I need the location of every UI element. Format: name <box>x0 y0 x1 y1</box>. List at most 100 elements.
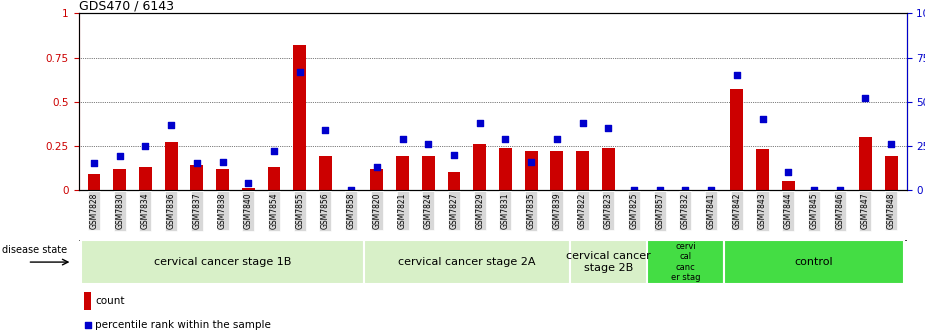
Point <box>524 159 538 164</box>
FancyBboxPatch shape <box>724 240 904 284</box>
Text: GSM7832: GSM7832 <box>681 193 690 229</box>
Text: GSM7822: GSM7822 <box>578 193 587 229</box>
Point <box>883 141 898 147</box>
Text: GSM7834: GSM7834 <box>141 193 150 229</box>
Bar <box>165 142 178 190</box>
Point <box>601 125 616 131</box>
FancyBboxPatch shape <box>647 240 724 284</box>
Bar <box>576 151 589 190</box>
Point <box>190 161 204 166</box>
Point <box>240 180 255 185</box>
Text: GSM7823: GSM7823 <box>604 193 612 229</box>
Text: GSM7830: GSM7830 <box>116 193 124 229</box>
Point <box>344 187 359 193</box>
Bar <box>550 151 563 190</box>
Bar <box>191 165 204 190</box>
Text: GSM7858: GSM7858 <box>347 193 355 229</box>
Point <box>781 170 796 175</box>
Bar <box>370 169 383 190</box>
Text: GSM7837: GSM7837 <box>192 193 202 229</box>
Point <box>429 207 444 213</box>
Text: GSM7835: GSM7835 <box>526 193 536 229</box>
Bar <box>499 148 512 190</box>
Text: GSM7845: GSM7845 <box>809 193 819 229</box>
Point <box>87 161 102 166</box>
Bar <box>731 89 744 190</box>
Point <box>138 143 153 149</box>
Point <box>549 136 564 141</box>
Text: disease state: disease state <box>2 245 67 255</box>
Text: control: control <box>795 257 833 267</box>
Text: GSM7836: GSM7836 <box>166 193 176 229</box>
Point <box>807 187 821 193</box>
Text: GSM7820: GSM7820 <box>373 193 381 229</box>
Text: GSM7843: GSM7843 <box>758 193 767 229</box>
Point <box>318 127 333 133</box>
Text: cervical cancer stage 1B: cervical cancer stage 1B <box>154 257 291 267</box>
Point <box>730 73 745 78</box>
Point <box>395 136 410 141</box>
Bar <box>782 181 795 190</box>
Point <box>626 187 641 193</box>
Bar <box>88 174 101 190</box>
Text: GSM7824: GSM7824 <box>424 193 433 229</box>
FancyBboxPatch shape <box>81 240 364 284</box>
Text: GSM7821: GSM7821 <box>398 193 407 229</box>
Text: GSM7829: GSM7829 <box>475 193 484 229</box>
Point <box>369 164 384 170</box>
Point <box>755 117 770 122</box>
Bar <box>602 148 615 190</box>
Text: GSM7857: GSM7857 <box>655 193 664 229</box>
Bar <box>859 137 871 190</box>
Text: GSM7854: GSM7854 <box>269 193 278 229</box>
Point <box>575 120 590 126</box>
Text: GSM7838: GSM7838 <box>218 193 228 229</box>
FancyBboxPatch shape <box>364 240 570 284</box>
Text: GSM7855: GSM7855 <box>295 193 304 229</box>
Bar <box>474 144 487 190</box>
Text: GSM7840: GSM7840 <box>244 193 253 229</box>
Bar <box>524 151 537 190</box>
Bar <box>216 169 229 190</box>
Bar <box>241 188 254 190</box>
Point <box>678 187 693 193</box>
Bar <box>884 156 897 190</box>
Point <box>447 152 462 157</box>
Text: GSM7841: GSM7841 <box>707 193 716 229</box>
Text: GSM7847: GSM7847 <box>861 193 870 229</box>
Text: cervical cancer stage 2A: cervical cancer stage 2A <box>398 257 536 267</box>
Text: GSM7848: GSM7848 <box>886 193 895 229</box>
Point <box>292 69 307 74</box>
Bar <box>448 172 461 190</box>
Point <box>652 187 667 193</box>
Text: GSM7842: GSM7842 <box>733 193 741 229</box>
Text: percentile rank within the sample: percentile rank within the sample <box>95 320 271 330</box>
Bar <box>267 167 280 190</box>
Point <box>112 154 127 159</box>
Point <box>421 141 436 147</box>
Text: cervical cancer
stage 2B: cervical cancer stage 2B <box>566 251 650 273</box>
Text: GSM7856: GSM7856 <box>321 193 330 229</box>
Point <box>858 95 873 101</box>
Text: count: count <box>95 296 125 306</box>
Text: GDS470 / 6143: GDS470 / 6143 <box>79 0 174 12</box>
Text: GSM7831: GSM7831 <box>501 193 510 229</box>
FancyBboxPatch shape <box>570 240 647 284</box>
Bar <box>84 292 91 310</box>
Point <box>832 187 847 193</box>
Point <box>164 122 179 127</box>
Point <box>266 149 281 154</box>
Text: GSM7827: GSM7827 <box>450 193 459 229</box>
Text: GSM7846: GSM7846 <box>835 193 845 229</box>
Point <box>704 187 719 193</box>
Bar <box>396 156 409 190</box>
Bar <box>114 169 126 190</box>
Text: GSM7839: GSM7839 <box>552 193 561 229</box>
Bar <box>139 167 152 190</box>
Text: GSM7844: GSM7844 <box>783 193 793 229</box>
Bar <box>756 149 769 190</box>
Bar <box>319 156 332 190</box>
Bar <box>422 156 435 190</box>
Text: cervi
cal
canc
er stag: cervi cal canc er stag <box>671 242 700 282</box>
Bar <box>293 45 306 190</box>
